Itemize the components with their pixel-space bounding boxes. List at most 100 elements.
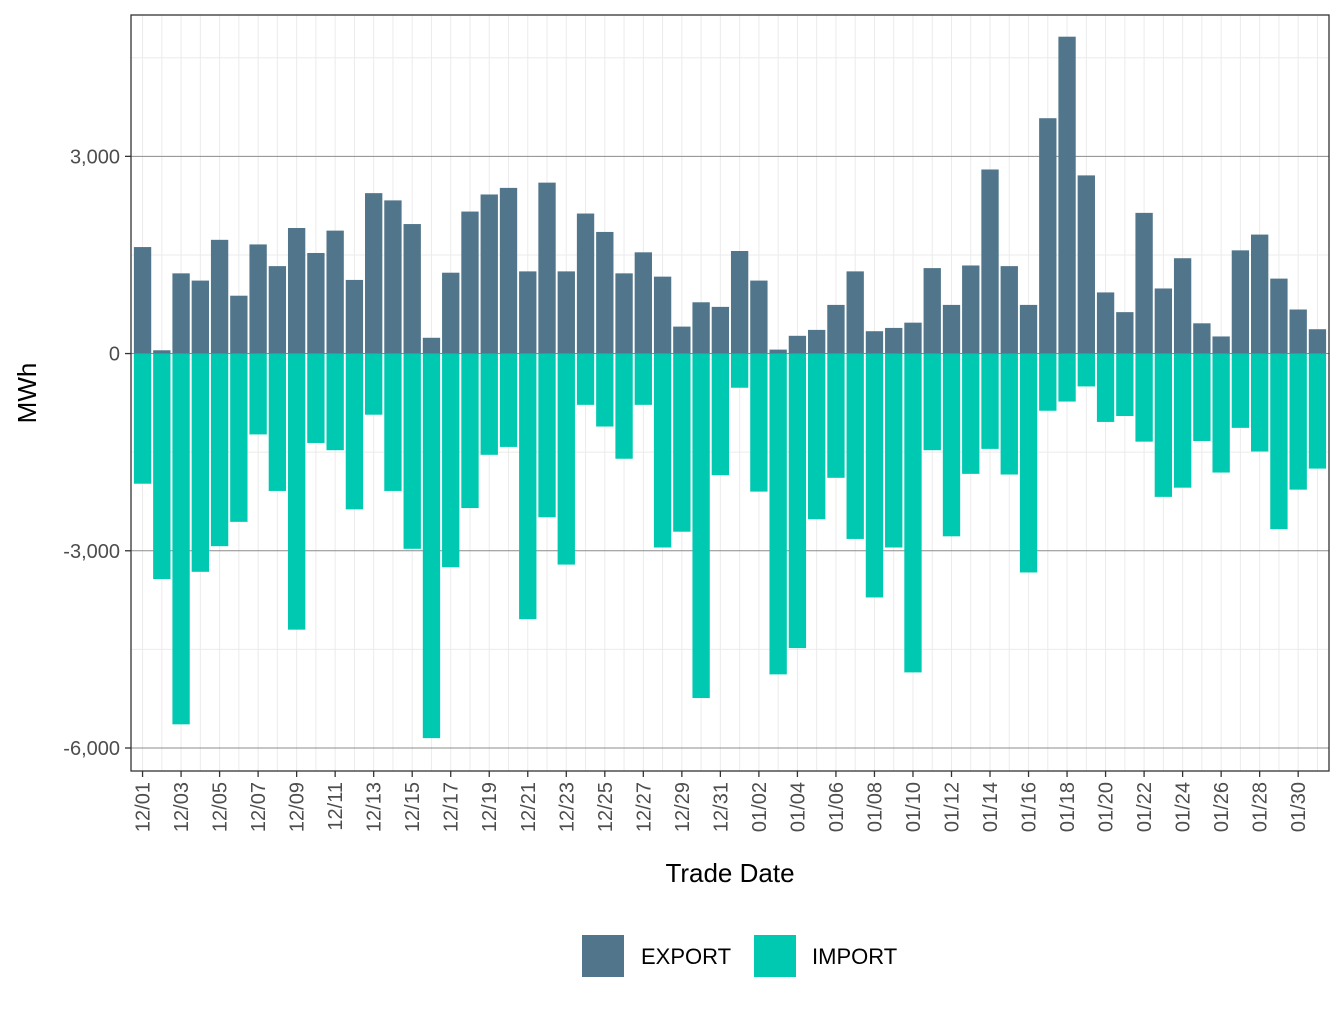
x-tick-label: 01/22 (1134, 782, 1156, 832)
bar-import (923, 353, 941, 451)
bar-import (942, 353, 961, 537)
bar-import (249, 353, 267, 435)
bar-export (230, 295, 248, 354)
x-tick-label: 12/27 (633, 782, 655, 832)
bar-import (1193, 353, 1211, 441)
x-tick-label: 01/20 (1096, 782, 1118, 832)
bar-export (307, 252, 325, 354)
bar-import (557, 353, 575, 565)
bar-export (1212, 336, 1230, 354)
bar-import (1039, 353, 1057, 411)
x-tick-label: 12/05 (210, 782, 232, 832)
x-tick-label: 12/07 (248, 782, 270, 832)
major-gridlines (131, 155, 1329, 749)
bar-export (480, 194, 498, 354)
bar-export (788, 335, 807, 354)
x-tick-label: 01/24 (1173, 782, 1195, 832)
bar-export (153, 350, 171, 354)
bar-export (557, 271, 575, 354)
bar-export (1289, 309, 1307, 354)
bar-import (1154, 353, 1173, 497)
legend-label-import: IMPORT (812, 944, 897, 969)
x-tick-label: 12/15 (402, 782, 424, 832)
y-axis-title: MWh (12, 363, 42, 424)
bar-import (133, 353, 152, 484)
bar-import (1077, 353, 1095, 387)
bar-export (345, 279, 364, 354)
bar-export (1039, 118, 1057, 354)
x-tick-label: 01/14 (980, 782, 1002, 832)
bar-export (885, 327, 903, 354)
bar-import (808, 353, 826, 520)
bar-import (730, 353, 749, 388)
bar-export (326, 230, 344, 354)
x-tick-label: 01/08 (864, 782, 886, 832)
bar-export (711, 306, 730, 354)
x-tick-label: 12/21 (518, 782, 540, 832)
bar-import (1116, 353, 1134, 417)
bar-export (1251, 234, 1269, 354)
bar-import (615, 353, 633, 459)
bar-export (365, 193, 383, 354)
bar-import (827, 353, 845, 478)
bar-import (153, 353, 171, 580)
bar-export (962, 265, 980, 354)
bar-export (499, 187, 518, 354)
bar-export (287, 227, 306, 354)
bar-export (172, 273, 190, 354)
bar-import (1289, 353, 1307, 490)
bar-import (846, 353, 864, 539)
bar-export (1135, 212, 1153, 354)
bar-export (249, 244, 267, 354)
bar-export (846, 271, 864, 354)
bar-export (384, 200, 402, 354)
bar-export (191, 280, 209, 354)
bar-export (615, 273, 633, 354)
bar-import (653, 353, 672, 548)
bar-import (1308, 353, 1327, 469)
bar-export (750, 280, 768, 354)
bar-import (769, 353, 787, 675)
bar-import (1231, 353, 1250, 428)
bar-export (403, 224, 421, 354)
x-tick-label: 01/30 (1288, 782, 1310, 832)
x-tick-label: 12/17 (441, 782, 463, 832)
bar-import (673, 353, 691, 532)
x-tick-label: 12/29 (672, 782, 694, 832)
x-tick-label: 12/13 (364, 782, 386, 832)
bars (133, 36, 1327, 739)
bar-import (519, 353, 537, 620)
bar-import (326, 353, 344, 451)
bar-import (788, 353, 807, 649)
x-axis: 12/01 12/03 12/05 12/07 12/09 12/11 12/13 12/15… (133, 771, 1310, 832)
bar-export (808, 329, 826, 354)
x-axis-title: Trade Date (665, 858, 794, 888)
bar-import (576, 353, 595, 405)
bar-import (981, 353, 999, 449)
bar-export (1096, 292, 1115, 354)
bar-import (268, 353, 287, 491)
bar-export (865, 331, 884, 354)
bar-export (268, 266, 287, 354)
bar-export (576, 213, 595, 354)
bar-export (596, 231, 614, 354)
bar-export (133, 247, 152, 354)
bar-import (345, 353, 364, 510)
bar-import (634, 353, 652, 405)
bar-export (519, 271, 537, 354)
bar-import (1135, 353, 1153, 442)
bar-import (750, 353, 768, 492)
x-tick-label: 01/26 (1211, 782, 1233, 832)
x-tick-label: 01/12 (942, 782, 964, 832)
bar-import (885, 353, 903, 548)
x-tick-label: 01/16 (1019, 782, 1041, 832)
y-tick-label: 0 (109, 344, 120, 366)
bar-import (865, 353, 884, 598)
bar-export (827, 304, 845, 354)
bar-import (442, 353, 460, 568)
bar-import (962, 353, 980, 474)
x-tick-label: 12/03 (171, 782, 193, 832)
bar-export (1308, 329, 1327, 354)
bar-export (1058, 36, 1076, 354)
